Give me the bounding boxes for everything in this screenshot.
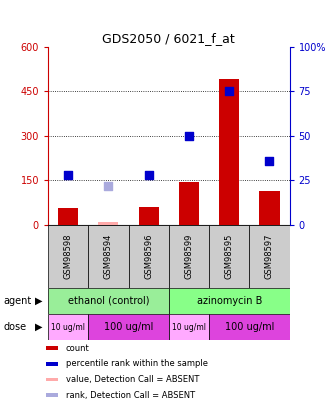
Text: dose: dose: [3, 322, 26, 332]
Text: GSM98597: GSM98597: [265, 233, 274, 279]
FancyBboxPatch shape: [128, 225, 169, 288]
Text: GSM98598: GSM98598: [64, 233, 72, 279]
Bar: [46, 393, 58, 397]
Text: percentile rank within the sample: percentile rank within the sample: [66, 359, 208, 368]
Text: value, Detection Call = ABSENT: value, Detection Call = ABSENT: [66, 375, 199, 384]
FancyBboxPatch shape: [169, 288, 290, 314]
Text: 100 ug/ml: 100 ug/ml: [104, 322, 153, 332]
Text: rank, Detection Call = ABSENT: rank, Detection Call = ABSENT: [66, 391, 195, 400]
FancyBboxPatch shape: [169, 314, 209, 340]
Bar: [219, 79, 239, 225]
FancyBboxPatch shape: [88, 225, 128, 288]
Text: 100 ug/ml: 100 ug/ml: [225, 322, 274, 332]
Point: [186, 132, 192, 139]
FancyBboxPatch shape: [48, 314, 88, 340]
FancyBboxPatch shape: [88, 314, 169, 340]
FancyBboxPatch shape: [48, 288, 169, 314]
Bar: [179, 182, 199, 225]
FancyBboxPatch shape: [48, 225, 88, 288]
Text: agent: agent: [3, 296, 31, 306]
Title: GDS2050 / 6021_f_at: GDS2050 / 6021_f_at: [102, 32, 235, 45]
Bar: [46, 346, 58, 350]
Bar: [46, 378, 58, 381]
Text: count: count: [66, 343, 89, 352]
Bar: [46, 362, 58, 365]
Text: 10 ug/ml: 10 ug/ml: [172, 322, 206, 332]
Point: [267, 158, 272, 164]
Bar: [58, 209, 78, 225]
Point: [226, 88, 232, 94]
Text: 10 ug/ml: 10 ug/ml: [51, 322, 85, 332]
Text: ▶: ▶: [35, 296, 42, 306]
FancyBboxPatch shape: [249, 225, 290, 288]
Text: GSM98599: GSM98599: [184, 233, 193, 279]
Bar: [260, 191, 280, 225]
Text: GSM98596: GSM98596: [144, 233, 153, 279]
Text: GSM98595: GSM98595: [225, 233, 234, 279]
Bar: [139, 207, 159, 225]
FancyBboxPatch shape: [169, 225, 209, 288]
Text: ethanol (control): ethanol (control): [68, 296, 149, 306]
FancyBboxPatch shape: [209, 314, 290, 340]
Bar: [98, 222, 118, 225]
Point: [146, 172, 151, 178]
Text: ▶: ▶: [35, 322, 42, 332]
FancyBboxPatch shape: [209, 225, 249, 288]
Point: [66, 172, 71, 178]
Text: GSM98594: GSM98594: [104, 233, 113, 279]
Point: [106, 182, 111, 189]
Text: azinomycin B: azinomycin B: [197, 296, 262, 306]
